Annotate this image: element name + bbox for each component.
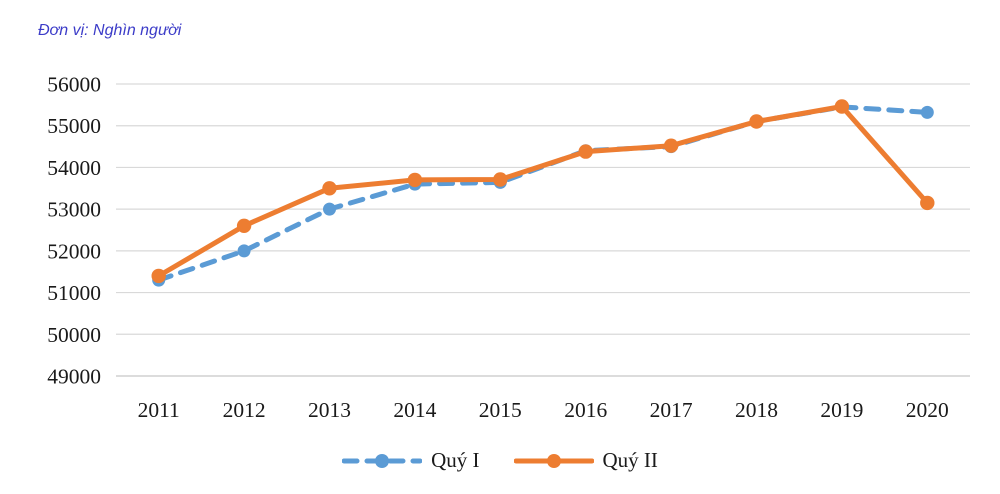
legend-item-quý-i: Quý I (342, 448, 480, 473)
x-tick-label: 2011 (138, 398, 180, 422)
y-tick-label: 49000 (47, 365, 101, 389)
series-line (156, 104, 930, 279)
legend-label: Quý I (431, 448, 480, 472)
x-tick-label: 2012 (223, 398, 266, 422)
x-tick-label: 2014 (393, 398, 436, 422)
data-point-marker (749, 114, 764, 129)
data-point-marker (493, 172, 508, 187)
series-line (156, 104, 930, 283)
y-tick-label: 50000 (47, 323, 101, 347)
legend-line-sample (513, 453, 594, 468)
data-point-marker (578, 144, 593, 159)
data-point-marker (663, 138, 679, 153)
y-axis-tick-labels: 56000 55000 54000 53000 52000 51000 50000 49000 (47, 73, 101, 389)
y-tick-label: 52000 (47, 239, 101, 263)
y-tick-label: 53000 (47, 198, 101, 222)
series-quý-ii (151, 99, 935, 284)
data-point-marker (920, 105, 934, 119)
data-point-marker (323, 202, 336, 216)
x-tick-label: 2018 (735, 398, 778, 422)
data-point-marker (407, 172, 423, 188)
data-point-marker (834, 99, 850, 114)
x-tick-label: 2017 (650, 398, 693, 422)
y-tick-label: 54000 (47, 156, 101, 180)
data-point-marker (322, 181, 337, 196)
x-tick-label: 2015 (479, 398, 522, 422)
y-tick-label: 51000 (47, 281, 101, 305)
chart-legend: Quý I Quý II (0, 448, 1000, 473)
legend-item-quý-ii: Quý II (513, 448, 658, 473)
x-tick-label: 2013 (308, 398, 351, 422)
data-point-marker (236, 218, 252, 233)
chart-unit-label: Đơn vị: Nghìn người (38, 22, 182, 39)
x-axis-tick-labels: 2011 2012 2013 2014 2015 2016 2017 2018 2019 2020 (138, 398, 949, 422)
data-point-marker (920, 195, 935, 211)
x-tick-label: 2019 (820, 398, 863, 422)
x-tick-label: 2020 (906, 398, 949, 422)
y-tick-label: 56000 (47, 73, 101, 97)
legend-line-sample (342, 453, 423, 468)
series-quý-i (152, 100, 934, 287)
data-point-marker (237, 244, 251, 258)
data-point-marker (151, 268, 166, 284)
y-tick-label: 55000 (47, 114, 101, 138)
x-tick-label: 2016 (564, 398, 607, 422)
legend-label: Quý II (602, 448, 658, 472)
